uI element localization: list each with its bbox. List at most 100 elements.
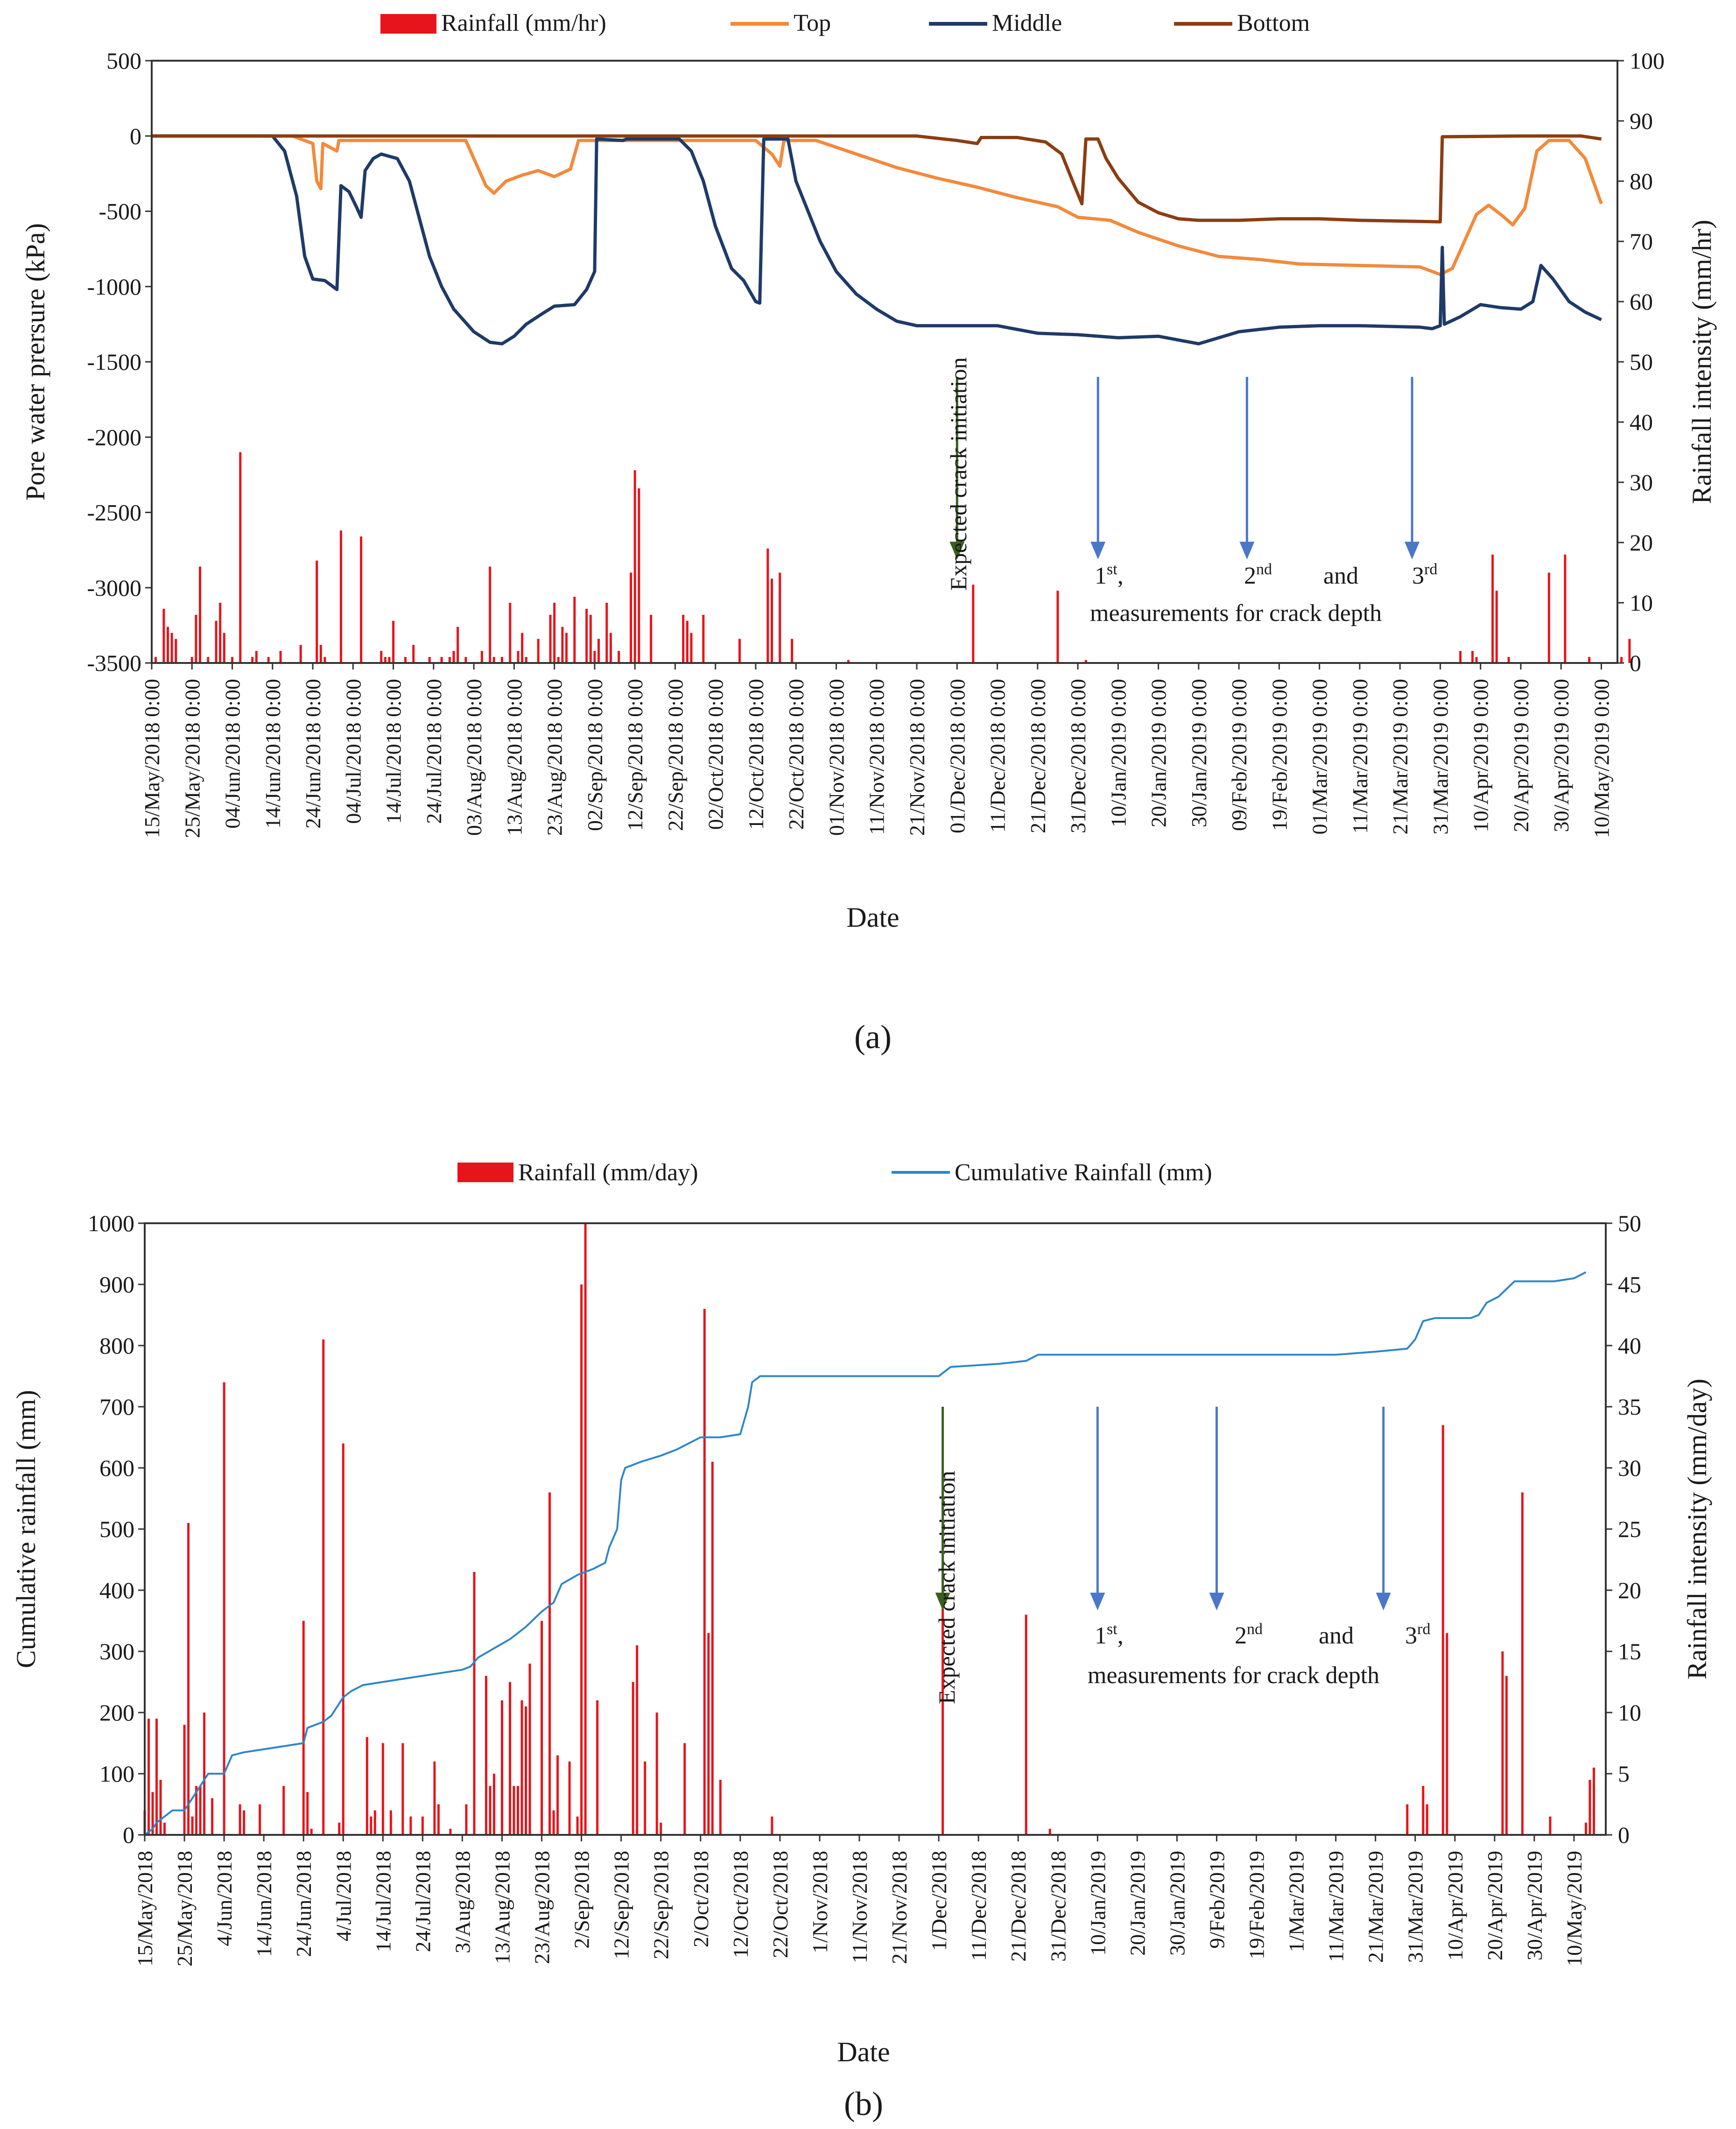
rain-bar-b-31: [421, 1816, 424, 1835]
rain-bar-b-3: [155, 1719, 158, 1835]
rain-bar-a-40: [509, 603, 512, 663]
rain-bar-a-33: [452, 651, 455, 663]
panel-a-rainfall-bars: [155, 452, 1631, 663]
rain-bar-b-16: [259, 1804, 261, 1835]
left-tick-label-b-7: 300: [99, 1638, 134, 1664]
rain-bar-a-50: [573, 597, 576, 663]
left-tick-label-b-2: 800: [99, 1332, 134, 1359]
left-tick-label-b-5: 500: [99, 1516, 134, 1542]
right-tick-label-b-9: 5: [1618, 1761, 1630, 1787]
rain-bar-a-67: [766, 548, 769, 663]
panel-a-series-lines: [152, 134, 1603, 345]
legend-rainfall-label-a: Rainfall (mm/hr): [441, 10, 606, 36]
rain-bar-a-13: [239, 452, 242, 663]
rain-bar-a-37: [489, 566, 492, 663]
rain-bar-b-17: [282, 1786, 285, 1835]
rain-bar-a-59: [633, 470, 636, 663]
x-tick-label-b-29: 1/Mar/2019: [1285, 1851, 1308, 1952]
rain-bar-a-84: [1620, 657, 1623, 663]
rain-bar-a-2: [167, 627, 169, 663]
x-tick-label-a-11: 02/Sep/2018 0:00: [583, 679, 607, 831]
left-tick-label-b-1: 900: [99, 1271, 134, 1297]
x-tick-label-a-10: 23/Aug/2018 0:00: [543, 679, 567, 836]
series-line-cumulative-rainfall-mm: [144, 1271, 1587, 1836]
rain-bar-a-27: [392, 620, 395, 663]
x-tick-label-b-9: 13/Aug/2018: [491, 1851, 514, 1964]
rain-bar-b-35: [465, 1804, 468, 1835]
rain-bar-b-8: [191, 1816, 194, 1835]
legend-cumulative-label: Cumulative Rainfall (mm): [955, 1159, 1212, 1186]
x-tick-label-b-31: 21/Mar/2019: [1364, 1851, 1388, 1963]
arrow-second-measurement-a: [1239, 377, 1255, 560]
x-tick-label-b-8: 3/Aug/2018: [450, 1851, 474, 1953]
rain-bar-a-62: [682, 614, 685, 663]
right-tick-label-b-4: 30: [1618, 1455, 1641, 1481]
panel-b-right-axis-label: Rainfall intensity (mm/day): [1682, 1379, 1712, 1679]
x-tick-label-b-33: 10/Apr/2019: [1443, 1851, 1467, 1960]
rain-bar-a-31: [440, 657, 443, 663]
rain-bar-b-46: [528, 1664, 531, 1835]
rain-bar-b-65: [719, 1780, 722, 1835]
rain-bar-a-15: [255, 651, 258, 663]
rain-bar-a-24: [380, 651, 383, 663]
left-tick-label-b-3: 700: [99, 1394, 134, 1420]
x-tick-label-b-15: 12/Oct/2018: [729, 1851, 752, 1958]
rain-bar-b-36: [473, 1572, 476, 1835]
panel-a-first-label: 1st,: [1095, 561, 1124, 589]
left-tick-label-a-0: 500: [106, 48, 141, 74]
rain-bar-a-3: [170, 633, 173, 663]
x-tick-label-b-10: 23/Aug/2018: [530, 1851, 554, 1964]
rain-bar-b-27: [381, 1743, 384, 1835]
rain-bar-a-51: [585, 608, 588, 663]
rain-bar-a-57: [618, 651, 620, 663]
rain-bar-a-1: [162, 608, 165, 663]
x-tick-label-b-32: 31/Mar/2019: [1404, 1851, 1427, 1963]
x-tick-label-a-9: 13/Aug/2018 0:00: [502, 679, 526, 836]
panel-b-first-label: 1st,: [1095, 1621, 1124, 1649]
x-tick-label-a-27: 09/Feb/2019 0:00: [1227, 679, 1251, 831]
rain-bar-b-73: [1441, 1425, 1444, 1835]
x-tick-label-a-24: 10/Jan/2019 0:00: [1106, 679, 1130, 827]
rain-bar-b-30: [409, 1816, 412, 1835]
x-tick-label-a-26: 30/Jan/2019 0:00: [1187, 679, 1211, 827]
panel-a-caption: (a): [854, 1018, 892, 1056]
rain-bar-a-61: [650, 614, 653, 663]
x-tick-label-a-16: 22/Oct/2018 0:00: [784, 679, 808, 830]
rain-bar-b-55: [596, 1700, 599, 1835]
x-tick-label-a-34: 20/Apr/2019 0:00: [1509, 679, 1533, 832]
rain-bar-a-18: [299, 645, 302, 663]
panel-b-left-axis-label: Cumulative rainfall (mm): [11, 1390, 41, 1668]
rain-bar-b-45: [525, 1706, 527, 1835]
rain-bar-b-28: [389, 1810, 392, 1835]
panel-a-right-axis-label: Rainfall intensity (mm/hr): [1687, 220, 1717, 504]
rain-bar-a-19: [316, 560, 318, 663]
left-tick-label-b-8: 200: [99, 1699, 134, 1726]
panel-a-chart: Rainfall (mm/hr) Top Middle Bottom 5000-…: [20, 10, 1717, 1056]
panel-b-and-label: and: [1319, 1622, 1354, 1649]
series-line-bottom: [152, 134, 1602, 224]
panel-b-x-ticks: 15/May/2018 25/May/2018 4/Jun/2018 14/Jun/2…: [133, 1835, 1586, 1967]
right-tick-label-a-7: 30: [1630, 469, 1653, 495]
left-tick-label-a-6: -2500: [87, 500, 141, 526]
rain-bar-a-6: [195, 614, 197, 663]
rain-bar-a-83: [1588, 657, 1591, 663]
x-tick-label-a-12: 12/Sep/2018 0:00: [623, 679, 647, 831]
rain-bar-a-55: [605, 603, 608, 663]
x-tick-label-a-17: 01/Nov/2018 0:00: [825, 679, 849, 836]
rain-bar-b-37: [485, 1676, 487, 1835]
panel-a-x-ticks: 15/May/2018 0:00 25/May/2018 0:00 04/Jun/2…: [140, 663, 1614, 838]
rain-bar-b-67: [942, 1608, 944, 1835]
x-tick-label-b-16: 22/Oct/2018: [768, 1851, 792, 1958]
x-tick-label-b-2: 4/Jun/2018: [212, 1851, 236, 1946]
arrow-first-measurement-b: [1090, 1407, 1105, 1611]
rain-bar-a-8: [207, 657, 210, 663]
rain-bar-b-71: [1422, 1786, 1425, 1835]
x-tick-label-a-22: 21/Dec/2018 0:00: [1026, 679, 1050, 833]
x-tick-label-a-8: 03/Aug/2018 0:00: [462, 679, 486, 836]
series-line-top: [152, 134, 1603, 276]
x-tick-label-a-33: 10/Apr/2019 0:00: [1469, 679, 1493, 832]
left-tick-label-b-9: 100: [99, 1761, 134, 1787]
rain-bar-a-30: [428, 657, 431, 663]
